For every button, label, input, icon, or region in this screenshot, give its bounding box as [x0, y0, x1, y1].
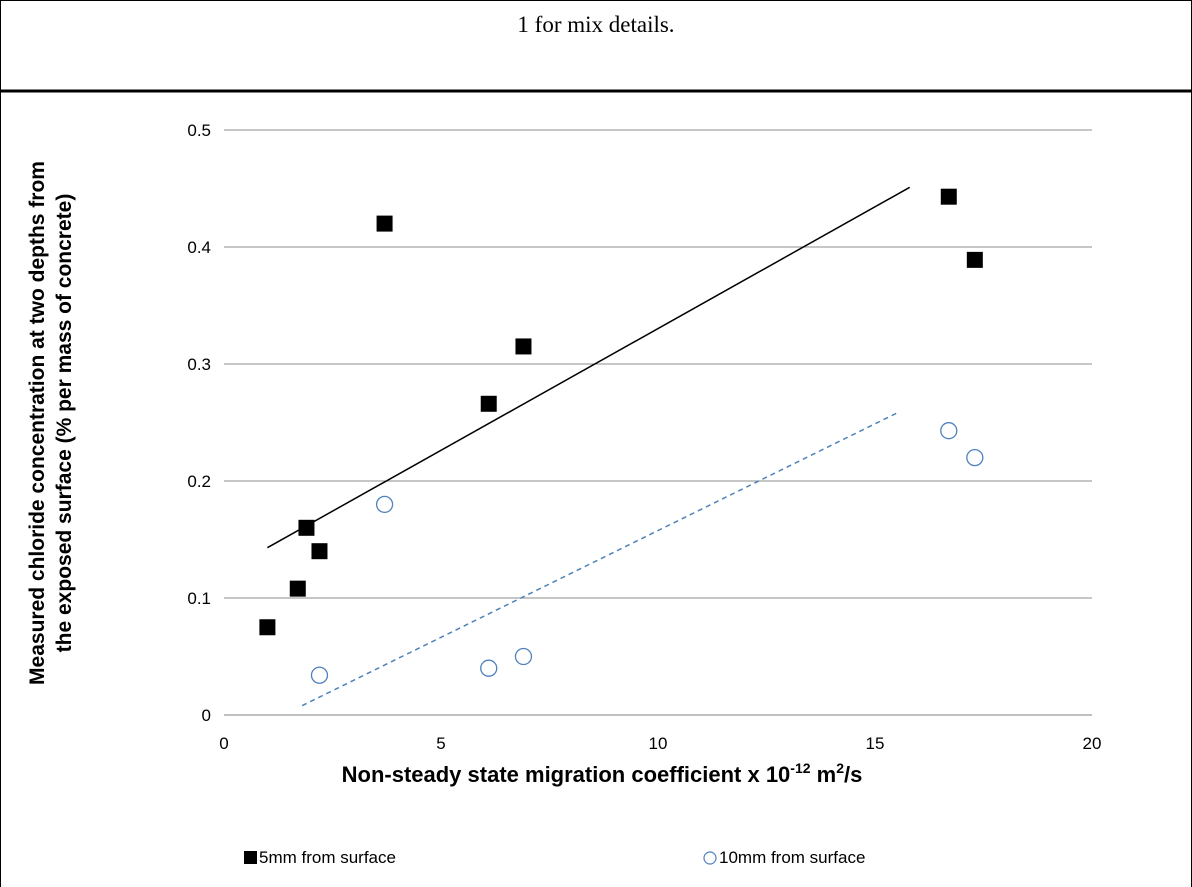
trendline-series-1: [301, 412, 898, 707]
legend: 5mm from surface 10mm from surface: [244, 848, 865, 867]
caption-text: 1 for mix details.: [517, 12, 675, 37]
tick-labels: 0 0.1 0.2 0.3 0.4 0.5 0 5 10 15 20: [187, 121, 1101, 753]
y-tick-label: 0.2: [187, 472, 211, 491]
point-10mm-2: [480, 659, 498, 677]
y-tick-label: 0.5: [187, 121, 211, 140]
point-5mm-0: [259, 619, 276, 636]
point-5mm-7: [940, 188, 957, 205]
point-10mm-4: [940, 422, 958, 440]
x-tick-label: 10: [649, 734, 668, 753]
data-points: [259, 188, 984, 684]
y-tick-label: 0.4: [187, 238, 211, 257]
x-tick-label: 15: [866, 734, 885, 753]
trendlines: [267, 186, 911, 707]
x-axis-label: Non-steady state migration coefficient x…: [342, 760, 863, 787]
y-axis-label-line1: Measured chloride concentration at two d…: [26, 161, 49, 685]
legend-label-5mm: 5mm from surface: [259, 848, 396, 867]
y-tick-label: 0: [202, 706, 211, 725]
point-10mm-0: [310, 666, 329, 684]
y-tick-label: 0.3: [187, 355, 211, 374]
trendline-series-0: [267, 186, 911, 549]
x-tick-label: 0: [219, 734, 228, 753]
point-5mm-2: [298, 519, 315, 536]
y-tick-label: 0.1: [187, 589, 211, 608]
x-tick-label: 5: [436, 734, 445, 753]
point-10mm-5: [966, 448, 984, 467]
point-5mm-5: [480, 395, 497, 412]
x-tick-label: 20: [1083, 734, 1102, 753]
legend-label-10mm: 10mm from surface: [719, 848, 865, 867]
legend-marker-10mm: [703, 851, 717, 865]
point-5mm-1: [289, 580, 306, 597]
point-5mm-4: [376, 215, 393, 232]
gridlines: [224, 129, 1092, 599]
point-5mm-6: [515, 338, 532, 355]
point-5mm-8: [966, 251, 983, 268]
y-axis-label-line2: the exposed surface (% per mass of concr…: [53, 194, 76, 653]
point-10mm-3: [514, 647, 533, 666]
point-10mm-1: [375, 495, 394, 514]
point-5mm-3: [311, 543, 328, 560]
legend-marker-5mm: [244, 851, 257, 864]
